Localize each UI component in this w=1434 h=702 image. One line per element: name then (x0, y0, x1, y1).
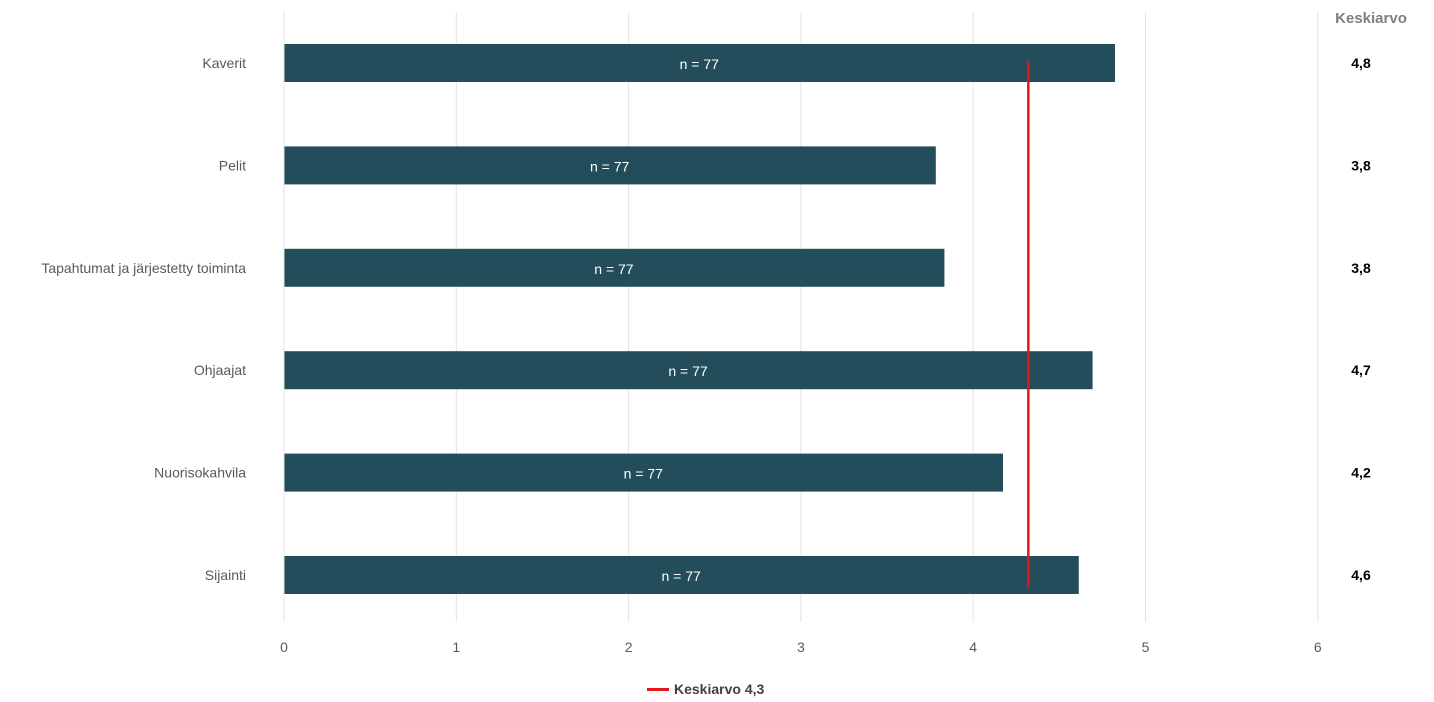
x-tick-label: 2 (625, 639, 633, 655)
bar (284, 248, 945, 287)
category-label: Ohjaajat (194, 362, 246, 378)
bar-data-label: n = 77 (594, 261, 634, 277)
bar-data-label: n = 77 (661, 568, 701, 584)
category-label: Kaverit (202, 55, 246, 71)
legend-label: Keskiarvo 4,3 (674, 681, 765, 697)
mean-value: 4,6 (1351, 567, 1371, 583)
mean-value: 3,8 (1351, 260, 1371, 276)
category-label: Nuorisokahvila (154, 465, 246, 481)
legend-line-swatch (647, 687, 669, 691)
category-label: Sijainti (205, 567, 246, 583)
bar (284, 556, 1079, 594)
legend: Keskiarvo 4,3 (647, 681, 764, 697)
x-tick-label: 0 (280, 639, 288, 655)
bar-data-label: n = 77 (624, 466, 664, 482)
x-tick-label: 3 (797, 639, 805, 655)
mean-value: 4,7 (1351, 362, 1371, 378)
x-tick-label: 6 (1314, 639, 1322, 655)
bar (284, 351, 1093, 390)
mean-column-header: Keskiarvo (1335, 10, 1407, 27)
x-tick-label: 5 (1142, 639, 1150, 655)
bar-data-label: n = 77 (590, 158, 630, 174)
bar-data-label: n = 77 (668, 363, 708, 379)
category-label: Pelit (219, 157, 246, 173)
mean-value: 4,8 (1351, 55, 1371, 71)
grid-lines (283, 12, 1319, 622)
bar (284, 44, 1115, 82)
labels: 0 1 2 3 4 5 6 Kaverit n = 77 4,8 Pelit n = 77 3,8 Tap… (41, 55, 1371, 655)
x-tick-label: 4 (969, 639, 977, 655)
bar (284, 453, 1003, 492)
category-label: Tapahtumat ja järjestetty toiminta (41, 260, 246, 276)
mean-value: 3,8 (1351, 157, 1371, 173)
bars (284, 44, 1115, 594)
bar (284, 146, 936, 185)
mean-value: 4,2 (1351, 465, 1371, 481)
x-tick-label: 1 (452, 639, 460, 655)
bar-data-label: n = 77 (680, 56, 720, 72)
